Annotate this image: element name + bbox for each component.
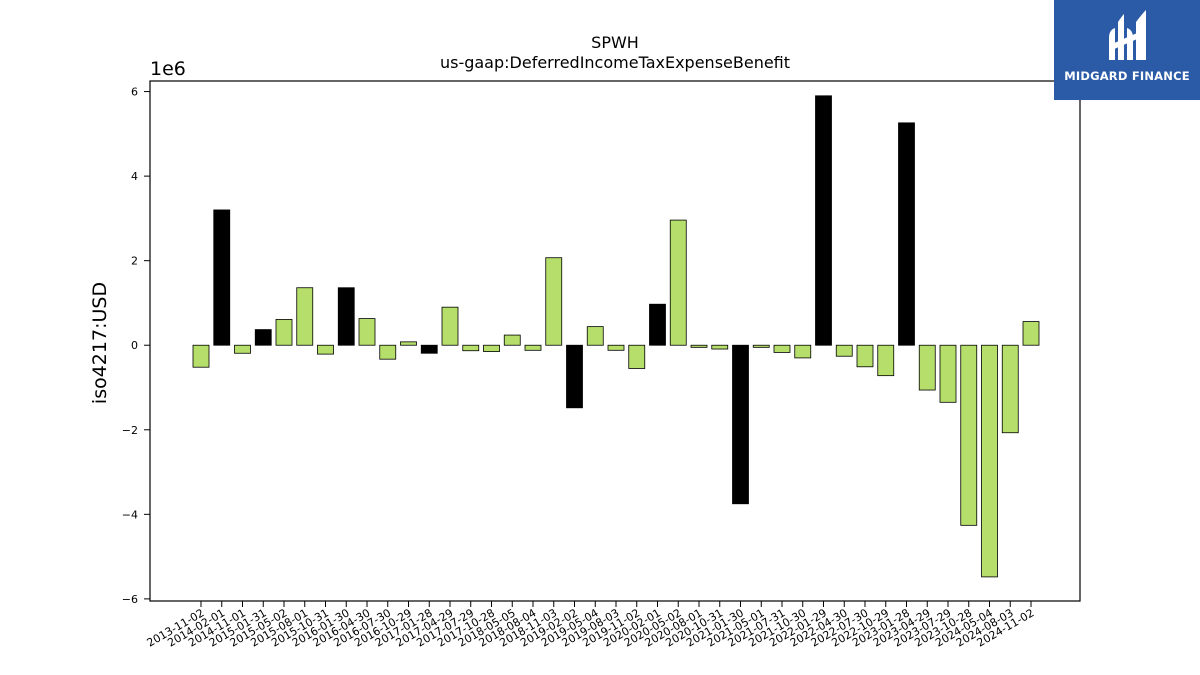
bar [441,306,459,346]
bar [1022,321,1040,346]
logo-text: MIDGARD FINANCE [1064,69,1190,83]
y-scale-label: 1e6 [150,58,186,80]
y-tick-label: 6 [131,86,138,99]
bar [213,209,231,346]
bar [524,344,542,351]
bar [794,344,812,359]
bar [669,219,687,346]
bar [856,344,874,368]
y-axis-label: iso4217:USD [89,282,111,404]
bar [483,344,500,352]
bar [358,318,376,346]
x-ticks-group: 2013-11-022014-02-012014-11-012015-01-31… [145,601,1037,650]
bar [192,344,210,368]
bar [420,344,438,354]
chart-subtitle: us-gaap:DeferredIncomeTaxExpenseBenefit [440,53,790,72]
bar [566,344,583,409]
bar [1001,344,1019,434]
bar [690,344,708,348]
bar [462,344,480,352]
y-tick-label: −4 [122,508,138,521]
bar [732,344,749,505]
y-tick-label: 4 [131,170,138,183]
y-tick-label: 0 [131,339,138,352]
plot-frame [149,80,1081,602]
bar [503,334,521,346]
bar [234,344,251,354]
bar [898,122,915,346]
bar [275,319,293,346]
y-ticks-group: −6 −4 −2 0 2 4 6 [122,86,150,606]
bar [711,344,729,350]
chart-title: SPWH [591,33,639,52]
bar [254,329,272,346]
bar [960,344,978,526]
bar [773,344,791,353]
bar [337,287,355,346]
bar [317,344,334,355]
bar [649,303,666,346]
bar [296,287,314,346]
bar [877,344,895,377]
midgard-logo-icon [1109,10,1146,60]
y-tick-label: 2 [131,255,138,268]
bar [981,344,998,578]
bar [918,344,936,391]
bar [752,344,770,348]
bar [939,344,957,403]
bar [607,344,625,351]
y-tick-label: −2 [122,424,138,437]
bar [379,344,397,360]
bar [400,341,417,346]
bar [628,344,646,369]
y-tick-label: −6 [122,593,138,606]
bar [835,344,853,357]
bar [545,257,563,346]
bars-group [192,95,1040,578]
midgard-finance-logo: MIDGARD FINANCE [1054,0,1200,100]
bar [586,326,604,346]
bar [815,95,832,346]
